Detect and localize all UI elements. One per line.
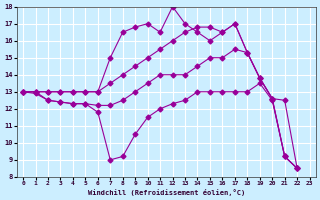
X-axis label: Windchill (Refroidissement éolien,°C): Windchill (Refroidissement éolien,°C) (88, 189, 245, 196)
